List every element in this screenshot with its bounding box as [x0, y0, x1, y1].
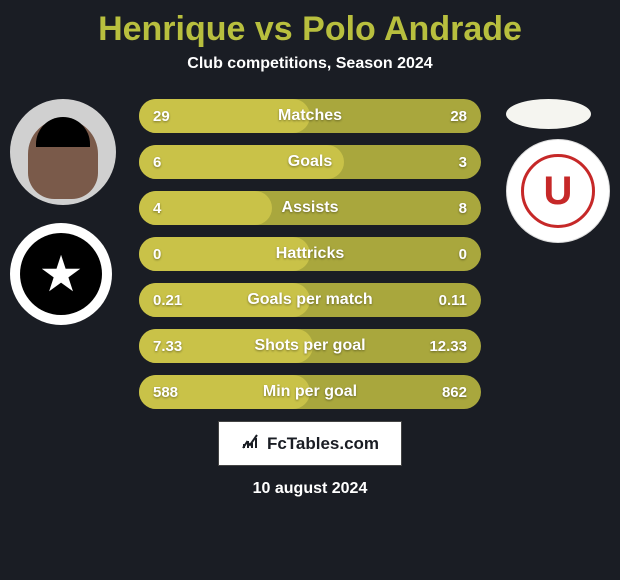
- player1-club-badge: ★: [10, 223, 112, 325]
- stat-value-right: 0: [459, 246, 481, 263]
- stat-label: Hattricks: [276, 245, 344, 263]
- subtitle: Club competitions, Season 2024: [0, 55, 620, 73]
- page-title: Henrique vs Polo Andrade: [0, 0, 620, 49]
- stat-label: Assists: [282, 199, 339, 217]
- stat-value-right: 862: [442, 384, 481, 401]
- stat-label: Matches: [278, 107, 342, 125]
- stat-label: Min per goal: [263, 383, 357, 401]
- star-icon: ★: [39, 249, 84, 299]
- stat-row: 6 Goals 3: [139, 145, 481, 179]
- stat-value-left: 6: [139, 154, 161, 171]
- club2-letter: U: [521, 154, 595, 228]
- stat-label: Goals: [288, 153, 332, 171]
- player2-avatar: [506, 99, 591, 129]
- stat-value-left: 0.21: [139, 292, 182, 309]
- stat-value-right: 12.33: [429, 338, 481, 355]
- brand-text: FcTables.com: [267, 434, 379, 454]
- player2-club-badge: U: [506, 139, 610, 243]
- stat-value-left: 4: [139, 200, 161, 217]
- stat-value-left: 588: [139, 384, 178, 401]
- stat-row: 0 Hattricks 0: [139, 237, 481, 271]
- stat-row: 588 Min per goal 862: [139, 375, 481, 409]
- stat-value-left: 0: [139, 246, 161, 263]
- stats-table: 29 Matches 28 6 Goals 3 4 Assists 8 0 Hattricks 0 0.…: [139, 99, 481, 409]
- stat-value-left: 7.33: [139, 338, 182, 355]
- stat-value-right: 3: [459, 154, 481, 171]
- stat-value-right: 0.11: [439, 292, 481, 309]
- left-column: ★: [10, 99, 116, 325]
- chart-icon: [241, 432, 259, 455]
- player1-avatar: [10, 99, 116, 205]
- stat-row: 0.21 Goals per match 0.11: [139, 283, 481, 317]
- stat-label: Goals per match: [247, 291, 372, 309]
- stat-row: 7.33 Shots per goal 12.33: [139, 329, 481, 363]
- brand-badge: FcTables.com: [218, 421, 402, 466]
- stat-value-right: 28: [450, 108, 481, 125]
- stat-row: 29 Matches 28: [139, 99, 481, 133]
- date-text: 10 august 2024: [0, 480, 620, 498]
- stat-value-right: 8: [459, 200, 481, 217]
- right-column: U: [506, 99, 610, 243]
- stat-value-left: 29: [139, 108, 170, 125]
- stat-row: 4 Assists 8: [139, 191, 481, 225]
- stat-label: Shots per goal: [254, 337, 365, 355]
